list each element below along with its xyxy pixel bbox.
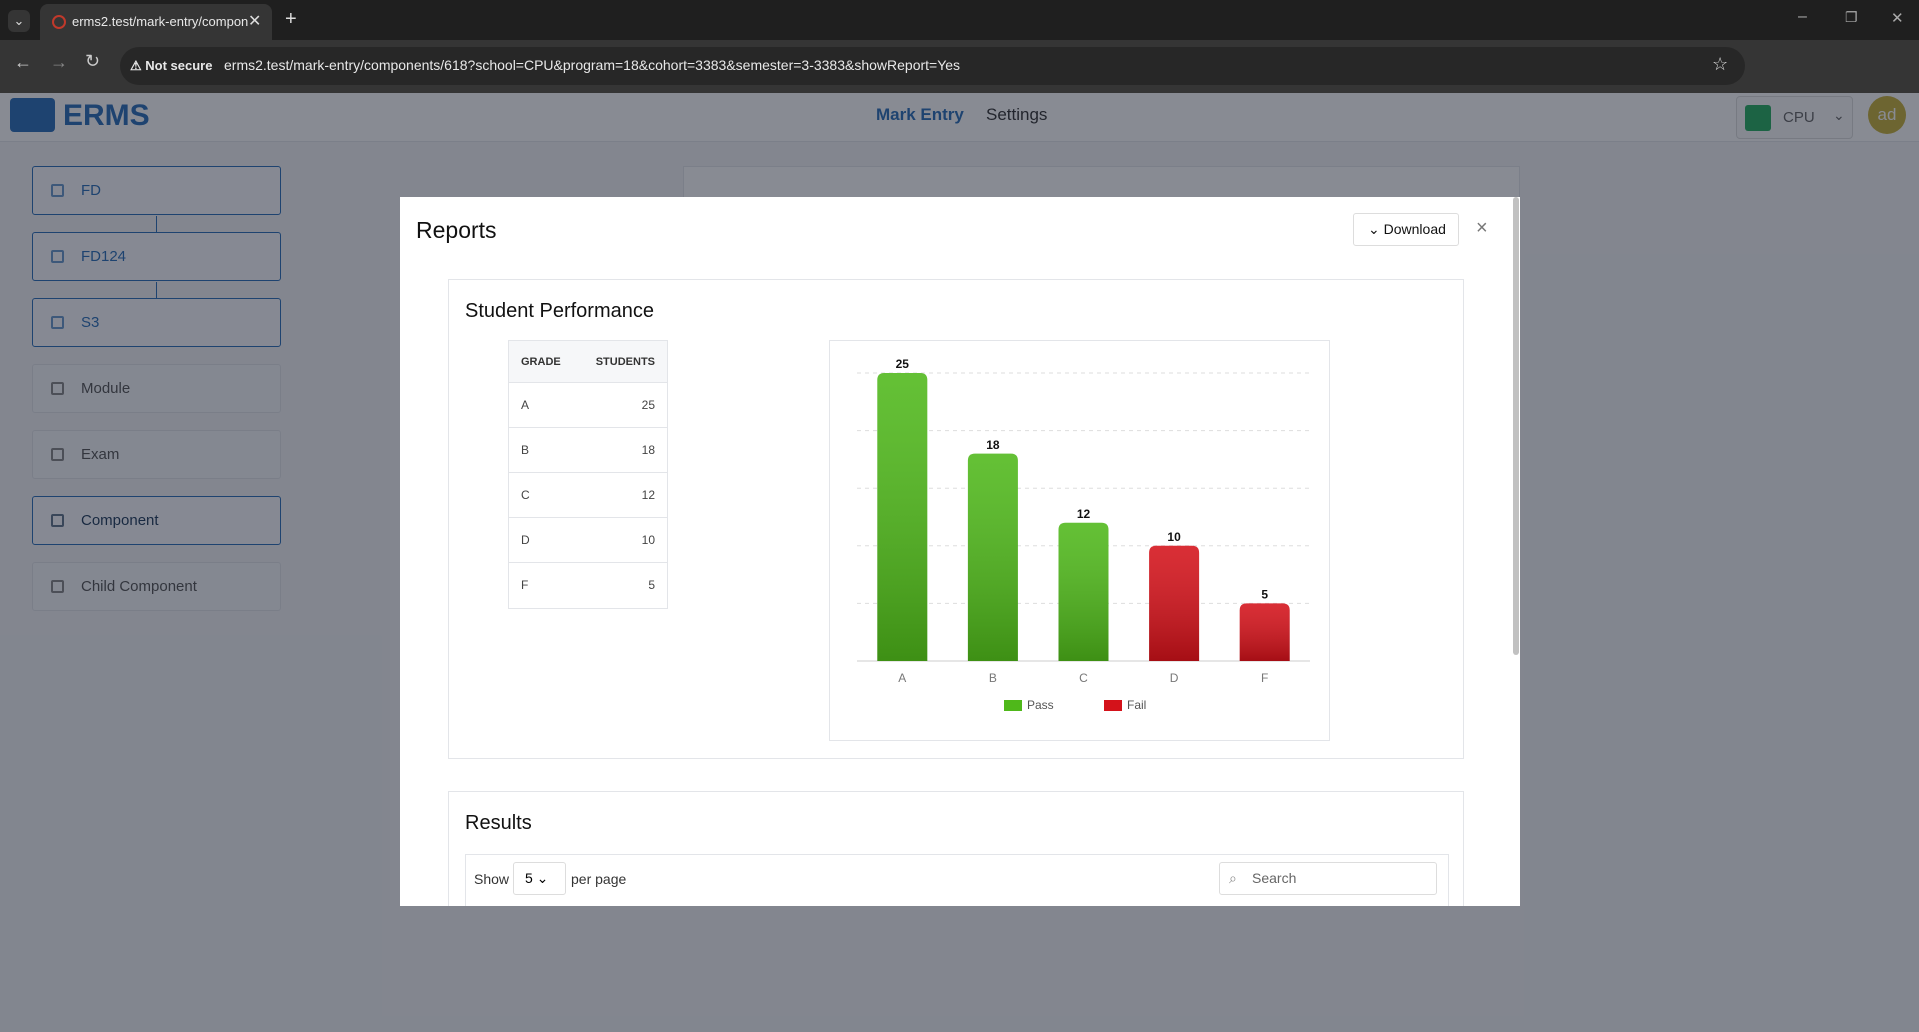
search-placeholder: Search xyxy=(1252,870,1297,886)
tab-title: erms2.test/mark-entry/compon xyxy=(72,14,249,29)
data-label: 25 xyxy=(896,357,910,371)
x-tick-label: A xyxy=(898,671,906,685)
grade: C xyxy=(521,488,530,502)
x-tick-label: F xyxy=(1261,671,1268,685)
show-label: Show xyxy=(474,871,510,887)
omnibox[interactable]: ⚠ Not secure erms2.test/mark-entry/compo… xyxy=(120,47,1745,85)
per-page-select[interactable]: 5 ⌄ xyxy=(513,862,566,895)
forward[interactable]: → xyxy=(50,52,68,72)
students: 18 xyxy=(641,443,655,457)
bar-shade xyxy=(1058,522,1109,661)
back[interactable]: ← xyxy=(14,52,32,72)
chart: A 25 B 18 C 12 D 10 F 5 Pass Fail xyxy=(829,340,1330,741)
favicon xyxy=(52,15,66,29)
students: 12 xyxy=(641,488,655,502)
students: 5 xyxy=(648,578,655,592)
close-button[interactable]: × xyxy=(1476,217,1488,239)
modal-title: Reports xyxy=(416,217,497,243)
x-tick-label: C xyxy=(1079,671,1088,685)
grade: B xyxy=(521,443,530,457)
x-tick-label: B xyxy=(989,671,997,685)
card-title: Student Performance xyxy=(465,300,654,322)
tab-menu[interactable]: ⌄ xyxy=(8,10,30,32)
modal: Reports ⌄ Download × Student Performance… xyxy=(400,197,1520,906)
data-label: 12 xyxy=(1077,507,1091,521)
grade-table: GRADE STUDENTS A 25 B 18 C 12 D 10 F 5 xyxy=(508,340,668,609)
scrollbar[interactable] xyxy=(1513,197,1519,655)
grade: F xyxy=(521,578,529,592)
results-toolbar: Show 5 ⌄ per page ⌕ Search xyxy=(465,854,1449,906)
table-row: A 25 xyxy=(509,383,667,428)
legend-swatch xyxy=(1104,700,1122,711)
grade: D xyxy=(521,533,530,547)
legend-label: Fail xyxy=(1127,698,1146,712)
tab-strip xyxy=(0,0,1919,40)
url: erms2.test/mark-entry/components/618?sch… xyxy=(224,57,961,73)
security-text: Not secure xyxy=(145,58,213,73)
search-input[interactable]: ⌕ Search xyxy=(1219,862,1437,895)
per-page-label: per page xyxy=(571,871,627,887)
bookmark[interactable]: ☆ xyxy=(1712,54,1729,74)
results-card: Results Show 5 ⌄ per page ⌕ Search xyxy=(448,791,1464,906)
performance-card: Student Performance GRADE STUDENTS A 25 B 18 C… xyxy=(448,279,1464,759)
data-label: 10 xyxy=(1167,530,1181,544)
table-row: C 12 xyxy=(509,473,667,518)
bar-shade xyxy=(967,453,1018,661)
table-row: B 18 xyxy=(509,428,667,473)
bar-shade xyxy=(1149,545,1200,661)
data-label: 5 xyxy=(1261,588,1268,602)
table-row: D 10 xyxy=(509,518,667,563)
tab-close[interactable]: ✕ xyxy=(248,13,262,30)
bar-shade xyxy=(877,373,928,661)
legend-swatch xyxy=(1004,700,1022,711)
column-header: GRADE xyxy=(521,356,561,368)
active-tab[interactable]: erms2.test/mark-entry/compon ✕ xyxy=(40,4,272,40)
new-tab[interactable]: + xyxy=(285,8,297,30)
table-header: GRADE STUDENTS xyxy=(509,341,667,383)
download-label: Download xyxy=(1383,221,1446,237)
results-title: Results xyxy=(465,812,532,834)
per-page-value: 5 xyxy=(525,870,533,886)
legend-label: Pass xyxy=(1027,698,1054,712)
students: 25 xyxy=(641,398,655,412)
reload[interactable]: ↻ xyxy=(85,51,101,71)
restore[interactable]: ❐ xyxy=(1845,9,1858,25)
close-window[interactable]: ✕ xyxy=(1891,10,1904,27)
search-icon: ⌕ xyxy=(1229,870,1237,886)
x-tick-label: D xyxy=(1170,671,1179,685)
column-header: STUDENTS xyxy=(595,356,655,368)
bar-shade xyxy=(1239,603,1290,661)
data-label: 18 xyxy=(986,438,1000,452)
minimize[interactable]: – xyxy=(1798,8,1807,25)
grade: A xyxy=(521,398,530,412)
security-label: ⚠ Not secure xyxy=(130,58,213,73)
students: 10 xyxy=(641,533,655,547)
download-button[interactable]: ⌄ Download xyxy=(1353,213,1459,246)
